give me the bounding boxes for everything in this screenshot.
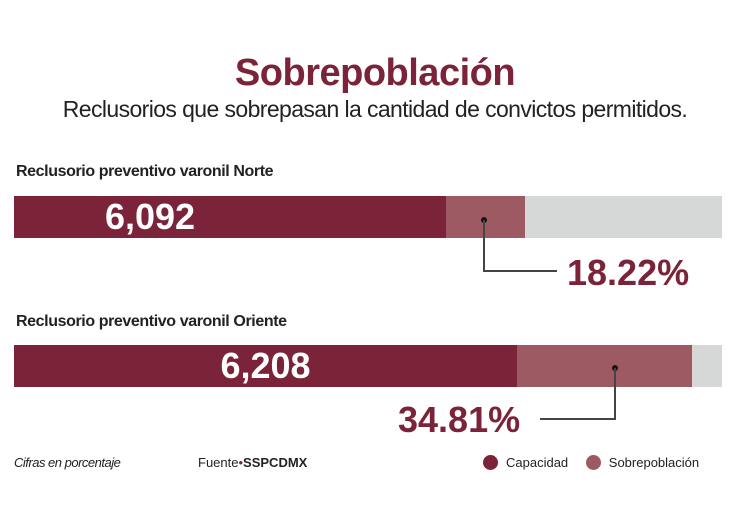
bar-sobrepoblacion-oriente [517,345,692,387]
bullet-separator: • [238,455,244,470]
sobrepoblacion-value-norte: 18.22% [567,252,690,293]
footer-source: Fuente•SSPCDMX [198,455,307,470]
legend: Capacidad Sobrepoblación [483,455,699,470]
capacidad-value-oriente: 6,208 [220,345,311,386]
sobrepoblacion-value-oriente: 34.81% [398,399,521,440]
capacidad-value-norte: 6,092 [104,196,196,237]
source-name: SSPCDMX [243,455,308,470]
bar-track-norte: 6,092 [14,196,722,238]
bar-capacidad-norte: 6,092 [14,196,446,238]
chart-title: Sobrepoblación [234,52,516,94]
legend-capacidad-swatch [483,455,498,470]
chart-subtitle: Reclusorios que sobrepasan la cantidad d… [62,96,688,122]
category-label-oriente: Reclusorio preventivo varonil Oriente [16,313,287,330]
bar-capacidad-oriente: 6,208 [14,345,517,387]
category-label-norte: Reclusorio preventivo varonil Norte [16,163,274,180]
source-prefix: Fuente [198,455,239,470]
legend-capacidad-label: Capacidad [506,455,569,470]
legend-sobrepoblacion-swatch [585,455,601,470]
bar-track-oriente: 6,208 [14,345,722,387]
footer-note: Cifras en porcentaje [14,455,121,470]
legend-sobrepoblacion-label: Sobrepoblación [608,455,700,470]
leader-line-oriente [540,368,616,420]
leader-line-norte [483,220,557,272]
